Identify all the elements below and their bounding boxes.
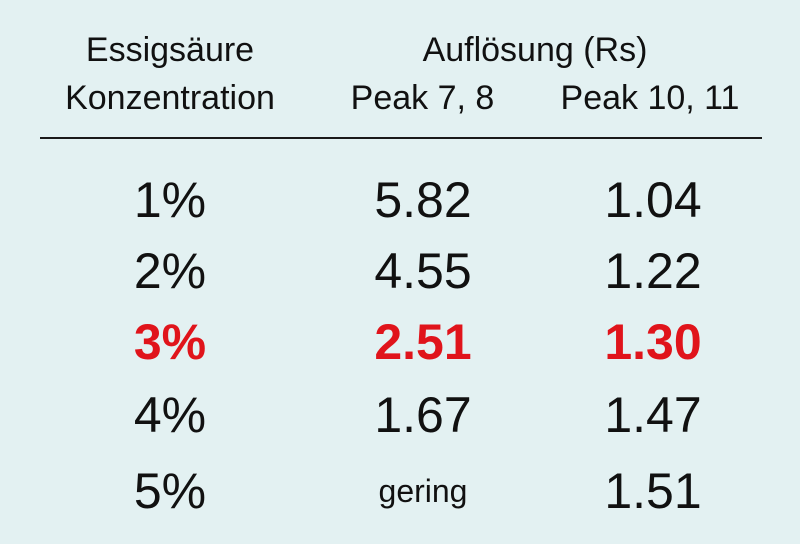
header-peak-10-11: Peak 10, 11 bbox=[560, 79, 740, 117]
header-divider bbox=[40, 137, 762, 139]
table-row: 4% 1.67 1.47 bbox=[0, 380, 800, 450]
header-concentration-line1: Essigsäure bbox=[85, 31, 255, 69]
cell-peak-10-11: 1.30 bbox=[604, 314, 702, 370]
table-row: 5% gering 1.51 bbox=[0, 456, 800, 526]
cell-peak-10-11: 1.51 bbox=[604, 463, 702, 519]
cell-concentration: 1% bbox=[133, 172, 207, 228]
cell-concentration: 2% bbox=[133, 243, 207, 299]
cell-peak-7-8: gering bbox=[378, 473, 468, 509]
cell-concentration: 3% bbox=[133, 314, 207, 370]
cell-peak-7-8: 2.51 bbox=[374, 314, 472, 370]
header-resolution-group: Auflösung (Rs) bbox=[422, 31, 648, 69]
cell-peak-10-11: 1.22 bbox=[604, 243, 702, 299]
cell-peak-10-11: 1.47 bbox=[604, 387, 702, 443]
cell-peak-7-8: 1.67 bbox=[374, 387, 472, 443]
cell-peak-7-8: 4.55 bbox=[374, 243, 472, 299]
table-row: 1% 5.82 1.04 bbox=[0, 165, 800, 235]
table-row: 2% 4.55 1.22 bbox=[0, 236, 800, 306]
cell-peak-7-8: 5.82 bbox=[374, 172, 472, 228]
cell-concentration: 4% bbox=[133, 387, 207, 443]
header-concentration-line2: Konzentration bbox=[65, 79, 275, 117]
header-peak-7-8: Peak 7, 8 bbox=[350, 79, 495, 117]
cell-concentration: 5% bbox=[133, 463, 207, 519]
cell-peak-10-11: 1.04 bbox=[604, 172, 702, 228]
table-row: 3% 2.51 1.30 bbox=[0, 307, 800, 377]
